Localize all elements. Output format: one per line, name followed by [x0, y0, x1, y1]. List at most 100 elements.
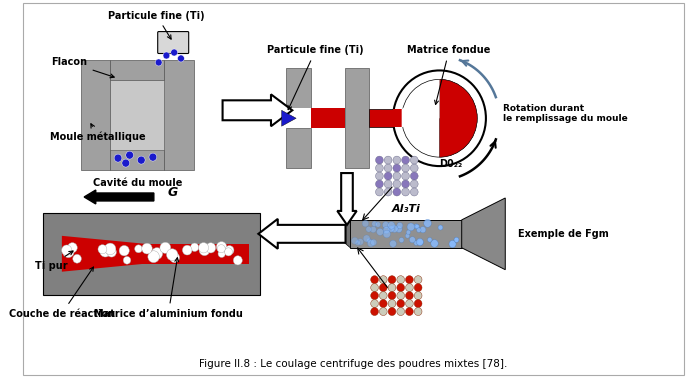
Bar: [62, 244, 249, 264]
Circle shape: [376, 164, 383, 172]
Circle shape: [388, 276, 396, 284]
Circle shape: [371, 291, 379, 300]
Circle shape: [384, 172, 392, 180]
Circle shape: [225, 246, 234, 255]
Circle shape: [352, 237, 358, 244]
Circle shape: [384, 156, 392, 164]
Text: Matrice d’aluminium fondu: Matrice d’aluminium fondu: [94, 258, 243, 319]
Circle shape: [126, 151, 133, 159]
Text: Flacon: Flacon: [52, 57, 114, 78]
Circle shape: [151, 248, 163, 259]
Circle shape: [414, 308, 422, 316]
Circle shape: [163, 52, 170, 59]
Circle shape: [225, 248, 232, 256]
Circle shape: [420, 226, 426, 233]
Circle shape: [371, 284, 379, 291]
Text: Matrice fondue: Matrice fondue: [407, 45, 491, 104]
Text: Couche de réaction: Couche de réaction: [9, 267, 115, 319]
Circle shape: [405, 276, 414, 284]
Circle shape: [190, 243, 199, 251]
Circle shape: [393, 164, 401, 172]
Circle shape: [397, 284, 405, 291]
Circle shape: [357, 239, 363, 245]
FancyArrow shape: [223, 94, 292, 126]
Circle shape: [166, 249, 178, 260]
Circle shape: [388, 291, 396, 300]
Circle shape: [216, 242, 227, 252]
Circle shape: [397, 276, 405, 284]
Circle shape: [160, 245, 168, 253]
Circle shape: [100, 245, 111, 257]
Text: D0₂₂: D0₂₂: [440, 159, 462, 169]
Circle shape: [449, 240, 456, 248]
Circle shape: [137, 156, 145, 164]
Circle shape: [355, 240, 361, 245]
Circle shape: [414, 284, 422, 291]
Circle shape: [368, 240, 374, 247]
Circle shape: [390, 240, 396, 247]
Circle shape: [414, 276, 422, 284]
Circle shape: [379, 284, 387, 291]
Circle shape: [371, 276, 379, 284]
Circle shape: [199, 245, 210, 256]
Circle shape: [171, 49, 177, 56]
Circle shape: [123, 256, 131, 264]
Circle shape: [406, 230, 411, 234]
Circle shape: [409, 237, 416, 243]
Circle shape: [388, 226, 394, 232]
Circle shape: [393, 70, 486, 166]
Circle shape: [424, 219, 431, 227]
Circle shape: [438, 225, 443, 230]
Text: Moule métallique: Moule métallique: [50, 124, 146, 142]
Circle shape: [397, 300, 405, 308]
Circle shape: [155, 59, 162, 66]
Bar: [111, 150, 164, 170]
Circle shape: [362, 220, 369, 227]
Circle shape: [402, 188, 409, 196]
Circle shape: [414, 291, 422, 300]
Wedge shape: [440, 79, 477, 157]
Circle shape: [384, 164, 392, 172]
Bar: [81, 60, 111, 170]
Bar: [286, 108, 311, 128]
Circle shape: [148, 251, 159, 263]
Circle shape: [371, 300, 379, 308]
Circle shape: [384, 188, 392, 196]
Circle shape: [397, 223, 403, 229]
Circle shape: [376, 188, 383, 196]
Circle shape: [62, 245, 72, 256]
Bar: [286, 68, 311, 108]
Circle shape: [431, 240, 438, 247]
Circle shape: [372, 221, 377, 227]
Circle shape: [177, 55, 184, 62]
Circle shape: [379, 308, 387, 316]
Circle shape: [402, 180, 409, 188]
Text: Figure II.8 : Le coulage centrifuge des poudres mixtes [78].: Figure II.8 : Le coulage centrifuge des …: [199, 359, 508, 369]
Circle shape: [410, 164, 418, 172]
Text: Ti pur: Ti pur: [35, 251, 73, 271]
Circle shape: [402, 164, 409, 172]
Circle shape: [183, 246, 192, 255]
Bar: [111, 81, 164, 150]
Circle shape: [63, 246, 74, 258]
Circle shape: [410, 156, 418, 164]
Circle shape: [393, 156, 401, 164]
Circle shape: [217, 245, 225, 253]
Circle shape: [393, 188, 401, 196]
Circle shape: [376, 172, 383, 180]
Circle shape: [405, 234, 409, 238]
Circle shape: [405, 308, 414, 316]
Circle shape: [383, 226, 390, 234]
Circle shape: [376, 180, 383, 188]
Circle shape: [402, 172, 409, 180]
Circle shape: [119, 245, 129, 256]
Circle shape: [371, 308, 379, 316]
Circle shape: [142, 243, 153, 254]
Circle shape: [205, 243, 216, 253]
Circle shape: [410, 172, 418, 180]
Polygon shape: [393, 109, 402, 127]
Text: Exemple de Fgm: Exemple de Fgm: [518, 229, 609, 239]
Polygon shape: [339, 220, 350, 248]
Circle shape: [170, 253, 179, 263]
Text: Cavité du moule: Cavité du moule: [93, 178, 182, 188]
